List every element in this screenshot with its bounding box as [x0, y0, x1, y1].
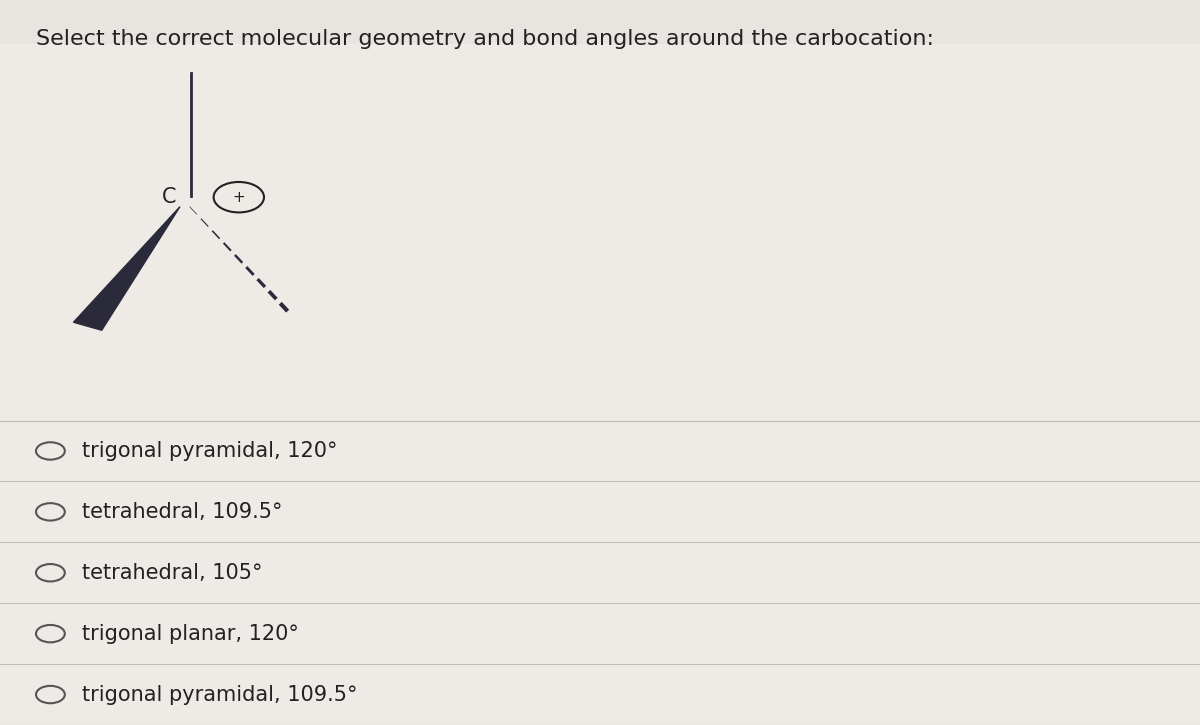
Polygon shape [73, 207, 180, 330]
Text: C: C [162, 187, 176, 207]
Text: +: + [233, 190, 245, 204]
Text: trigonal planar, 120°: trigonal planar, 120° [82, 624, 299, 644]
Bar [0, 481, 1200, 542]
Bar [0, 664, 1200, 725]
Bar [0, 420, 1200, 481]
Bar [0, 542, 1200, 603]
Text: tetrahedral, 105°: tetrahedral, 105° [82, 563, 262, 583]
Text: trigonal pyramidal, 109.5°: trigonal pyramidal, 109.5° [82, 684, 358, 705]
Text: Select the correct molecular geometry and bond angles around the carbocation:: Select the correct molecular geometry an… [36, 29, 934, 49]
FancyBboxPatch shape [0, 44, 1200, 420]
Bar [0, 603, 1200, 664]
Text: trigonal pyramidal, 120°: trigonal pyramidal, 120° [82, 441, 337, 461]
Text: tetrahedral, 109.5°: tetrahedral, 109.5° [82, 502, 282, 522]
